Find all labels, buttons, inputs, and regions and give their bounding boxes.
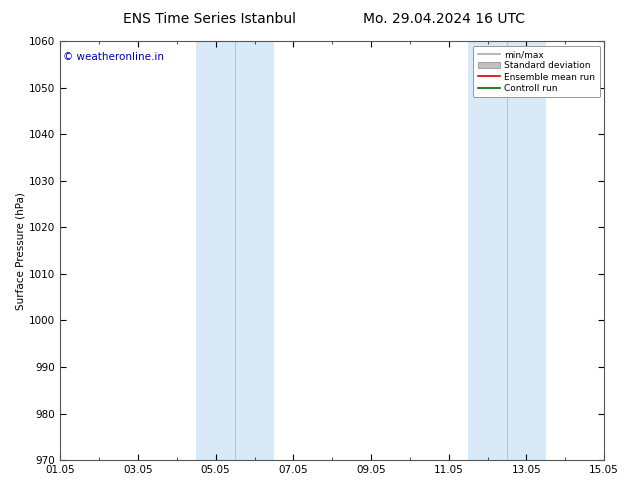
Bar xyxy=(468,41,546,460)
Text: © weatheronline.in: © weatheronline.in xyxy=(63,51,164,62)
Bar xyxy=(197,41,274,460)
Text: Mo. 29.04.2024 16 UTC: Mo. 29.04.2024 16 UTC xyxy=(363,12,525,26)
Text: ENS Time Series Istanbul: ENS Time Series Istanbul xyxy=(123,12,295,26)
Y-axis label: Surface Pressure (hPa): Surface Pressure (hPa) xyxy=(15,192,25,310)
Legend: min/max, Standard deviation, Ensemble mean run, Controll run: min/max, Standard deviation, Ensemble me… xyxy=(474,46,600,98)
